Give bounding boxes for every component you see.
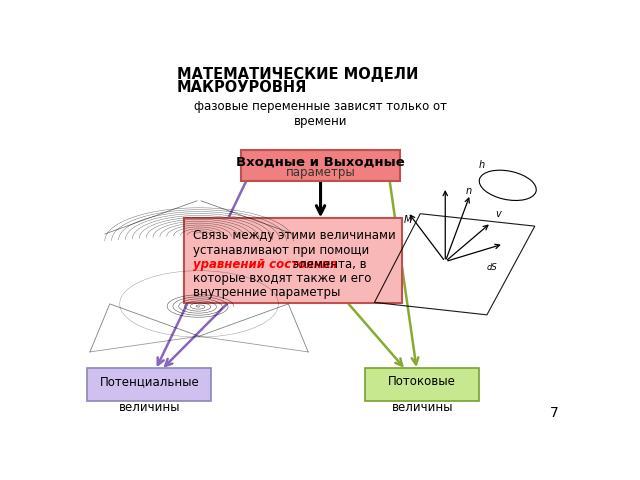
Text: Входные и Выходные: Входные и Выходные xyxy=(236,156,405,168)
Text: Потенциальные: Потенциальные xyxy=(100,375,199,388)
Text: уравнений состояния: уравнений состояния xyxy=(193,258,337,271)
Text: величины: величины xyxy=(118,401,180,414)
Text: МАКРОУРОВНЯ: МАКРОУРОВНЯ xyxy=(177,80,307,95)
Text: МАТЕМАТИЧЕСКИЕ МОДЕЛИ: МАТЕМАТИЧЕСКИЕ МОДЕЛИ xyxy=(177,67,418,82)
FancyBboxPatch shape xyxy=(241,150,400,181)
Text: 7: 7 xyxy=(550,406,559,420)
FancyBboxPatch shape xyxy=(88,368,211,401)
FancyBboxPatch shape xyxy=(184,218,403,303)
Text: устанавливают при помощи: устанавливают при помощи xyxy=(193,243,369,256)
Text: Потоковые: Потоковые xyxy=(388,375,456,388)
FancyBboxPatch shape xyxy=(365,368,479,401)
Text: величины: величины xyxy=(392,401,453,414)
Text: фазовые переменные зависят только от
времени: фазовые переменные зависят только от вре… xyxy=(194,100,447,128)
Text: элемента, в: элемента, в xyxy=(289,258,367,271)
Text: Связь между этими величинами: Связь между этими величинами xyxy=(193,229,396,242)
Text: параметры: параметры xyxy=(285,166,355,179)
Text: внутренние параметры: внутренние параметры xyxy=(193,286,340,299)
Text: которые входят также и его: которые входят также и его xyxy=(193,272,371,285)
